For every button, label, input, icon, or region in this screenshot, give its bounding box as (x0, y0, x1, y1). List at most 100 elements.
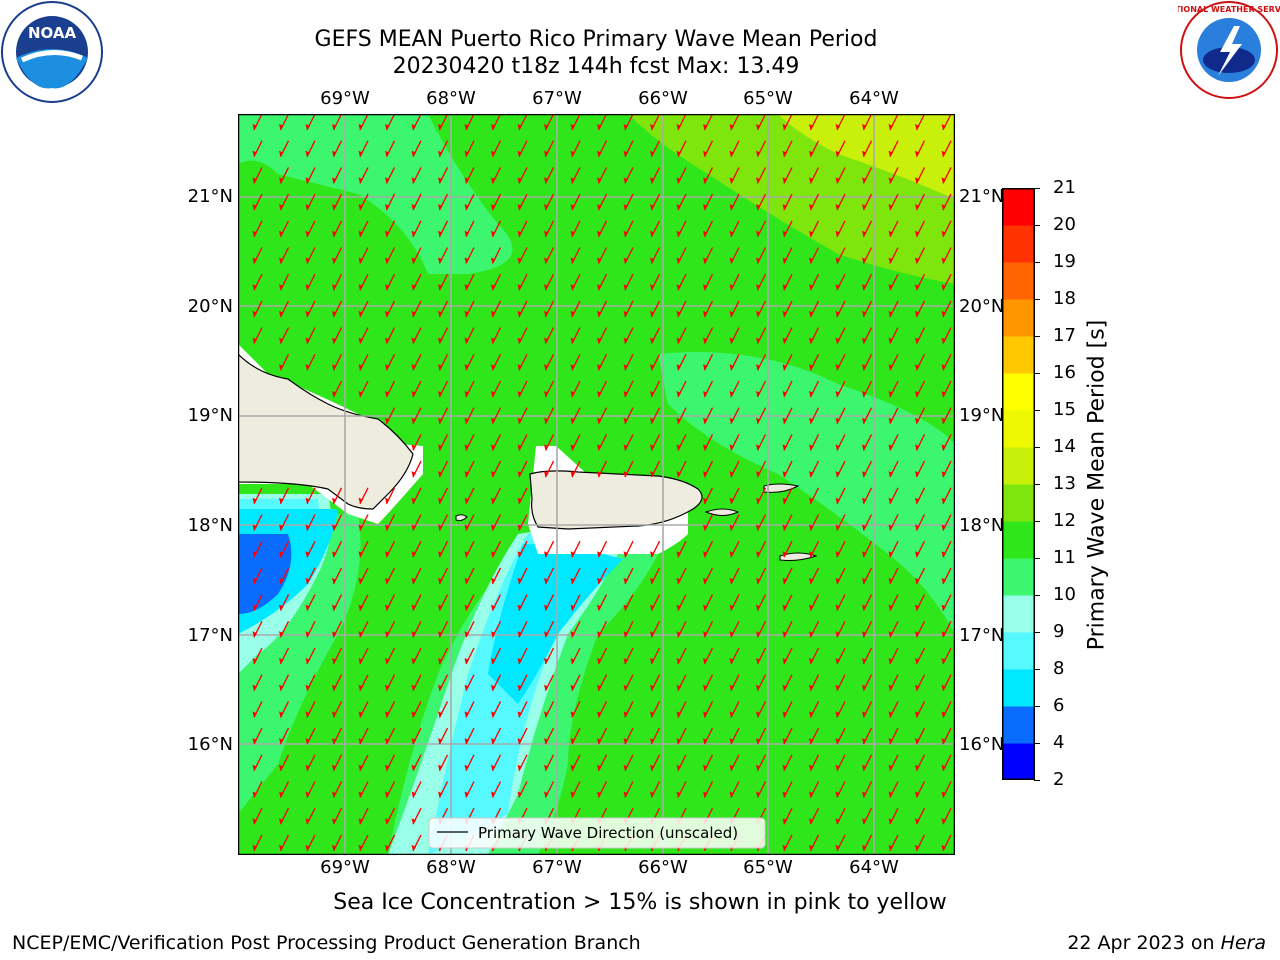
direction-arrow (411, 434, 422, 451)
direction-arrow (676, 647, 687, 665)
direction-arrow (703, 247, 714, 264)
direction-arrow (756, 514, 767, 531)
direction-arrow (385, 300, 396, 318)
colorbar-block (1002, 336, 1035, 374)
direction-arrow (570, 380, 581, 398)
direction-arrow (835, 514, 846, 531)
direction-arrow (650, 247, 661, 264)
direction-arrow (941, 193, 952, 211)
direction-arrow (756, 701, 767, 718)
direction-arrow (411, 567, 422, 585)
direction-arrow (915, 193, 926, 211)
direction-arrow (491, 701, 502, 718)
legend-label: Primary Wave Direction (unscaled) (478, 824, 738, 842)
direction-arrow (703, 701, 714, 718)
direction-arrow (279, 487, 290, 505)
colorbar-block (1002, 669, 1035, 707)
direction-arrow (305, 300, 316, 318)
direction-arrow (491, 540, 502, 558)
direction-arrow (782, 727, 793, 745)
direction-arrow (888, 621, 899, 638)
direction-arrow (464, 247, 475, 264)
direction-arrow (835, 380, 846, 398)
direction-arrow (385, 354, 396, 371)
direction-arrow (835, 807, 846, 825)
direction-arrow (915, 487, 926, 505)
direction-arrow (862, 807, 873, 825)
direction-arrow (623, 674, 634, 691)
direction-arrow (305, 540, 316, 558)
colorbar-tick (1034, 262, 1040, 263)
direction-arrow (809, 354, 820, 371)
colorbar-tick (1034, 521, 1040, 522)
direction-arrow (491, 140, 502, 157)
direction-arrow (570, 594, 581, 611)
direction-arrow (703, 460, 714, 478)
direction-arrow (835, 114, 846, 131)
direction-arrow (252, 834, 263, 852)
wave-period-map: Primary Wave Direction (unscaled) (238, 114, 955, 855)
direction-arrow (809, 167, 820, 184)
direction-arrow (888, 460, 899, 478)
direction-arrow (782, 460, 793, 478)
direction-arrow (782, 487, 793, 505)
direction-arrow (411, 727, 422, 745)
colorbar-tick-label: 6 (1053, 695, 1065, 716)
direction-arrow (252, 567, 263, 585)
direction-arrow (411, 140, 422, 157)
direction-arrow (835, 781, 846, 798)
direction-arrow (782, 834, 793, 852)
direction-arrow (385, 674, 396, 691)
direction-arrow (570, 674, 581, 691)
direction-arrow (650, 567, 661, 585)
direction-arrow (411, 460, 422, 478)
direction-arrow (411, 754, 422, 772)
direction-arrow (305, 354, 316, 371)
direction-arrow (252, 114, 263, 131)
direction-arrow (915, 701, 926, 718)
direction-arrow (464, 514, 475, 531)
direction-arrow (464, 647, 475, 665)
direction-arrow (438, 300, 449, 318)
colorbar-block (1002, 299, 1035, 337)
direction-arrow (941, 327, 952, 344)
direction-arrow (385, 167, 396, 184)
direction-arrow (411, 701, 422, 718)
direction-arrow (491, 434, 502, 451)
direction-arrow (332, 300, 343, 318)
direction-arrow (941, 727, 952, 745)
chart-subtitle: 20230420 t18z 144h fcst Max: 13.49 (392, 54, 800, 79)
direction-arrow (597, 380, 608, 398)
direction-arrow (703, 407, 714, 424)
direction-arrow (279, 754, 290, 772)
direction-arrow (464, 300, 475, 318)
chart-title: GEFS MEAN Puerto Rico Primary Wave Mean … (314, 27, 878, 52)
direction-arrow (623, 273, 634, 291)
direction-arrow (623, 567, 634, 585)
direction-arrow (703, 167, 714, 184)
direction-arrow (915, 114, 926, 131)
colorbar-tick-label: 21 (1053, 177, 1076, 198)
colorbar-tick-label: 12 (1053, 510, 1076, 531)
direction-arrow (809, 674, 820, 691)
direction-arrow (252, 300, 263, 318)
direction-arrow (517, 300, 528, 318)
direction-arrow (597, 621, 608, 638)
direction-arrow (491, 487, 502, 505)
direction-arrow (782, 220, 793, 238)
direction-arrow (650, 727, 661, 745)
direction-arrow (438, 380, 449, 398)
direction-arrow (438, 754, 449, 772)
direction-arrow (544, 380, 555, 398)
colorbar-tick (1034, 595, 1040, 596)
direction-arrow (915, 140, 926, 157)
direction-arrow (835, 594, 846, 611)
direction-arrow (570, 407, 581, 424)
colorbar-tick-label: 20 (1053, 214, 1076, 235)
direction-arrow (782, 701, 793, 718)
direction-arrow (305, 807, 316, 825)
direction-arrow (623, 754, 634, 772)
direction-arrow (729, 327, 740, 344)
direction-arrow (544, 114, 555, 131)
direction-arrow (729, 727, 740, 745)
